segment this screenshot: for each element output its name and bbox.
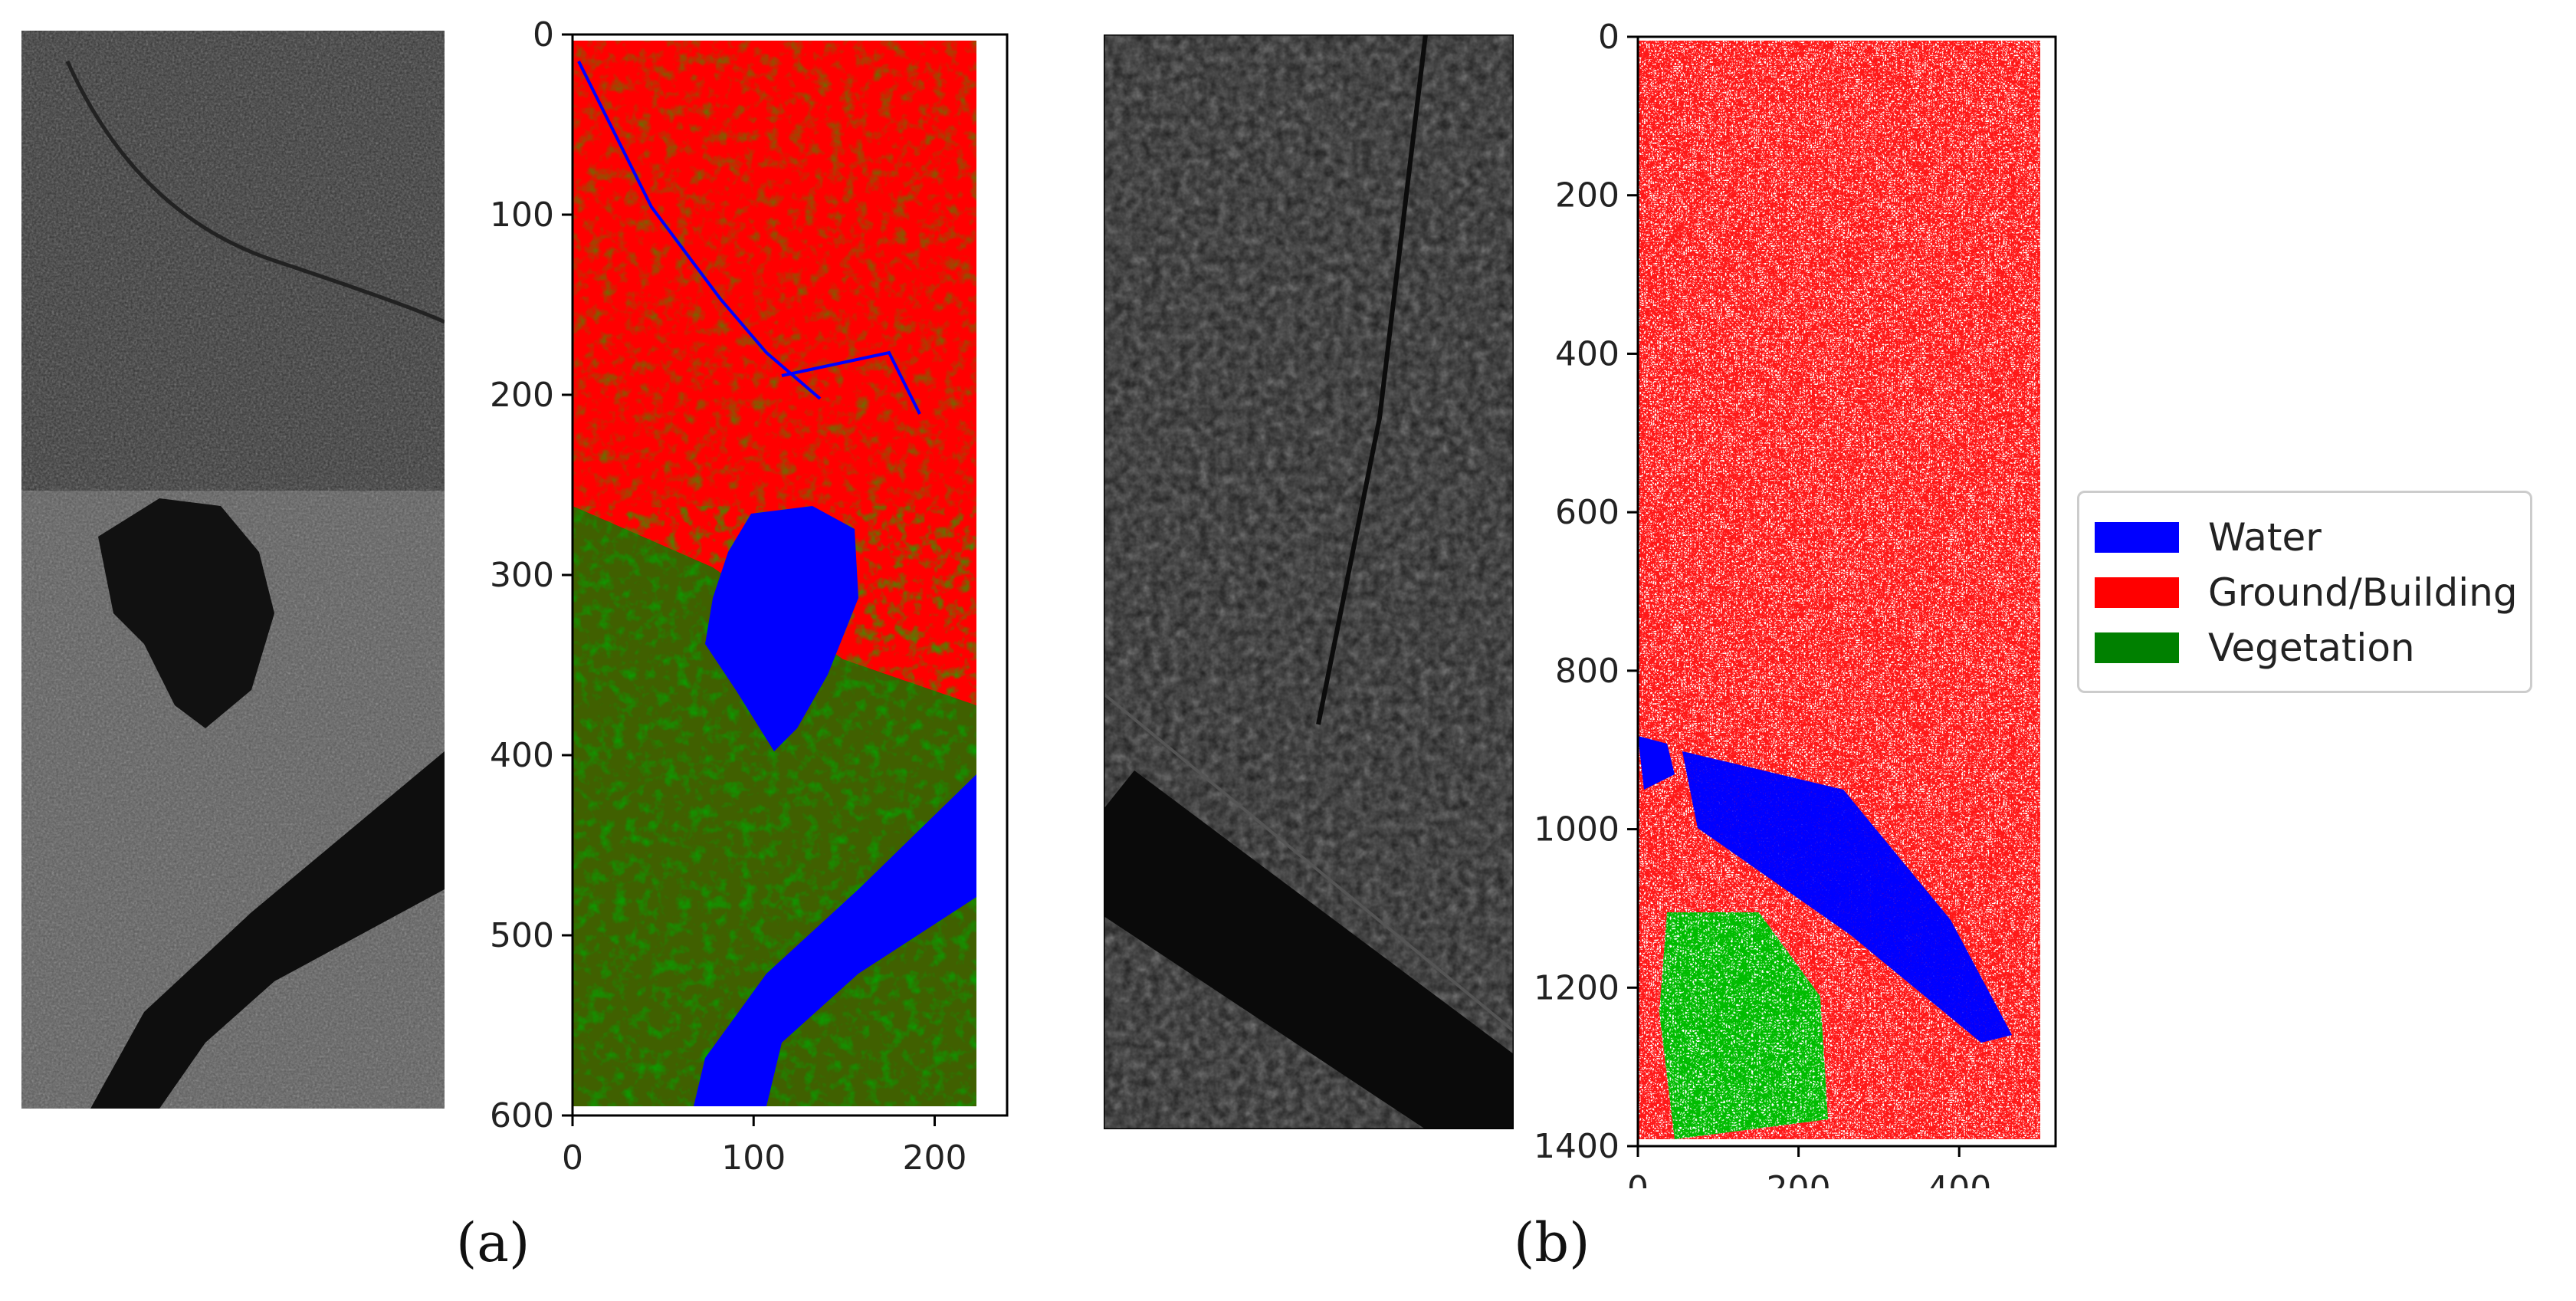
map-a-x-tick-label: 0 <box>562 1138 583 1178</box>
satellite-image-a-svg <box>21 31 446 1109</box>
map-b-x-tick-label: 200 <box>1767 1169 1831 1188</box>
legend-item-vegetation: Vegetation <box>2095 625 2415 671</box>
class-map-a-svg: 0 100 200 0 100 200 300 400 500 600 <box>490 15 1009 1178</box>
map-b-y-tick-label: 1000 <box>1534 810 1619 849</box>
caption-a: (a) <box>456 1211 530 1274</box>
map-a-y-tick-label: 200 <box>490 376 554 415</box>
class-map-a: 0 100 200 0 100 200 300 400 500 600 <box>460 15 1027 1188</box>
legend-swatch-vegetation <box>2095 632 2179 663</box>
map-a-y-tick-label: 500 <box>490 916 554 955</box>
map-b-y-tick-label: 800 <box>1555 652 1619 691</box>
map-a-y-tick-label: 400 <box>490 736 554 775</box>
map-b-x-tick-label: 400 <box>1927 1169 1991 1188</box>
class-map-b-svg: 0 200 400 0 200 400 600 800 1000 1200 1400 <box>1534 18 2057 1208</box>
map-b-axes-frame <box>1636 35 2057 1148</box>
map-b-y-tick-label: 200 <box>1555 176 1619 215</box>
map-a-y-tick-label: 300 <box>490 556 554 595</box>
caption-b: (b) <box>1514 1211 1590 1274</box>
satellite-image-b <box>1102 33 1515 1131</box>
legend: Water Ground/Building Vegetation <box>2077 491 2532 693</box>
map-b-y-tick-label: 600 <box>1555 493 1619 532</box>
class-map-b: 0 200 400 0 200 400 600 800 1000 1200 1400 <box>1521 15 2058 1208</box>
legend-label-ground: Ground/Building <box>2208 570 2518 615</box>
legend-swatch-water <box>2095 522 2179 553</box>
legend-label-water: Water <box>2208 515 2322 560</box>
map-a-y-tick-label: 100 <box>490 195 554 235</box>
legend-swatch-ground <box>2095 577 2179 608</box>
class-map-a-image <box>573 41 976 1106</box>
map-b-y-tick-label: 1200 <box>1534 968 1619 1007</box>
map-a-y-tick-label: 0 <box>533 15 554 54</box>
legend-label-vegetation: Vegetation <box>2208 626 2415 670</box>
satellite-image-a <box>21 31 446 1109</box>
map-a-y-tick-label: 600 <box>490 1096 554 1135</box>
satellite-image-b-svg <box>1102 33 1515 1131</box>
map-b-y-tick-label: 1400 <box>1534 1127 1619 1166</box>
map-b-y-tick-label: 0 <box>1598 18 1619 57</box>
legend-item-water: Water <box>2095 514 2322 560</box>
map-a-x-tick-label: 100 <box>721 1138 786 1178</box>
class-map-b-image <box>1638 41 2040 1139</box>
map-b-y-tick-label: 400 <box>1555 334 1619 373</box>
map-a-x-tick-label: 200 <box>903 1138 967 1178</box>
map-b-x-tick-label: 0 <box>1627 1169 1649 1188</box>
legend-item-ground: Ground/Building <box>2095 570 2518 616</box>
